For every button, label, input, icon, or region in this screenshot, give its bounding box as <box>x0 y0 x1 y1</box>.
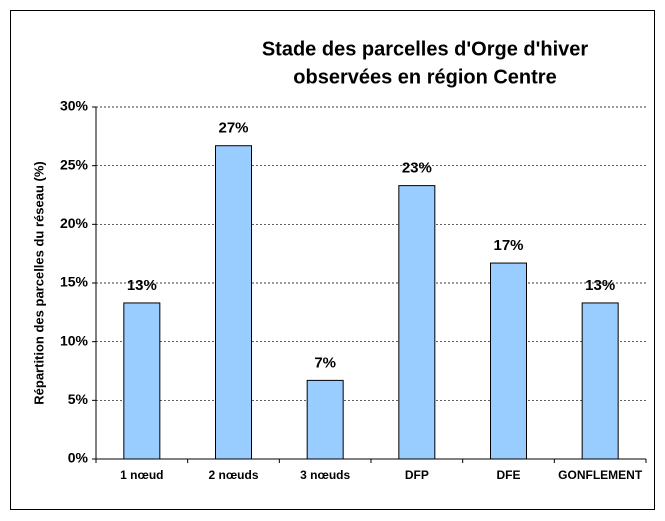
chart-title: Stade des parcelles d'Orge d'hiver <box>262 38 589 60</box>
value-label: 13% <box>585 277 615 294</box>
x-tick-label: 3 nœuds <box>300 468 350 482</box>
y-tick-label: 20% <box>60 215 89 231</box>
x-tick-label: GONFLEMENT <box>558 468 643 482</box>
bar <box>306 379 344 460</box>
bar <box>215 145 252 460</box>
x-tick-label: DFP <box>405 468 429 482</box>
value-label: 17% <box>493 237 523 254</box>
y-tick-label: 25% <box>60 156 89 172</box>
value-label: 13% <box>127 277 157 294</box>
y-tick-label: 0% <box>68 450 89 466</box>
value-label: 23% <box>402 160 432 177</box>
y-tick-label: 10% <box>60 332 89 348</box>
x-tick-label: 1 nœud <box>120 468 163 482</box>
value-label: 27% <box>218 120 248 137</box>
y-axis-label: Répartition des parcelles du réseau (%) <box>31 161 46 404</box>
y-tick-label: 5% <box>68 391 89 407</box>
y-tick-label: 30% <box>60 98 89 114</box>
y-tick-label: 15% <box>60 274 89 290</box>
value-label: 7% <box>314 354 336 371</box>
bar <box>581 302 619 460</box>
x-tick-label: DFE <box>497 468 521 482</box>
bar <box>398 185 436 460</box>
chart-title: observées en région Centre <box>293 66 556 88</box>
bar <box>490 262 527 460</box>
bar <box>123 302 161 460</box>
x-tick-label: 2 nœuds <box>209 468 259 482</box>
